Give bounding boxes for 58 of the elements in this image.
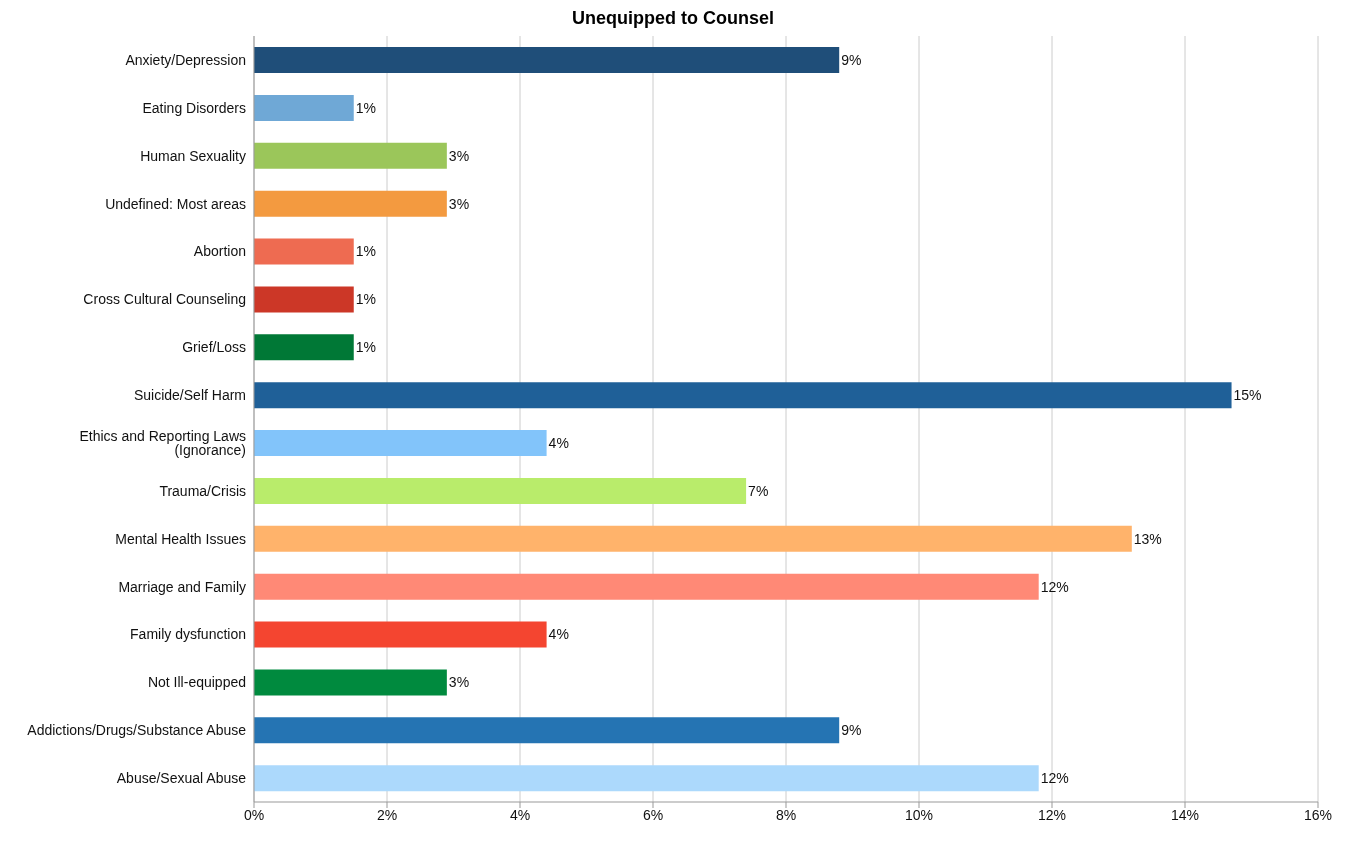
- x-tick-label: 12%: [1037, 806, 1067, 823]
- data-label: 9%: [841, 722, 862, 739]
- data-label: 1%: [355, 243, 376, 260]
- data-label: 12%: [1040, 770, 1069, 787]
- bar: [254, 717, 840, 744]
- data-label: 3%: [448, 195, 470, 212]
- data-label: 13%: [1133, 530, 1162, 547]
- y-tick-label: Suicide/Self Harm: [133, 387, 246, 404]
- bar: [254, 142, 447, 169]
- x-tick-label: 10%: [904, 806, 934, 823]
- bar: [254, 94, 354, 121]
- bar: [254, 286, 354, 313]
- y-tick-label: Undefined: Most areas: [105, 195, 246, 212]
- bar: [254, 525, 1132, 552]
- y-tick-label: Not Ill-equipped: [147, 674, 246, 691]
- bar: [254, 334, 354, 361]
- y-tick-label: Abortion: [193, 243, 246, 260]
- bar: [254, 190, 447, 217]
- data-label: 7%: [748, 482, 769, 499]
- data-label: 3%: [448, 147, 470, 164]
- x-tick-label: 8%: [775, 806, 797, 823]
- data-label: 12%: [1040, 578, 1069, 595]
- y-tick-label: Human Sexuality: [140, 147, 246, 164]
- data-label: 9%: [841, 51, 862, 68]
- y-tick-label: Grief/Loss: [182, 339, 246, 356]
- bar: [254, 430, 547, 456]
- y-tick-label: Family dysfunction: [130, 626, 246, 643]
- bar: [254, 382, 1232, 409]
- x-tick-label: 6%: [642, 806, 664, 823]
- data-label: 1%: [355, 291, 376, 308]
- x-tick-label: 14%: [1170, 806, 1200, 823]
- y-tick-label: Cross Cultural Counseling: [83, 291, 246, 308]
- bar: [254, 238, 354, 265]
- y-tick-label: Trauma/Crisis: [159, 482, 246, 499]
- y-tick-label: Anxiety/Depression: [125, 51, 246, 68]
- x-tick-label: 4%: [509, 806, 531, 823]
- data-label: 1%: [355, 99, 376, 116]
- y-tick-label: Ethics and Reporting Laws (Ignorance): [79, 427, 246, 458]
- y-tick-label: Mental Health Issues: [115, 530, 246, 547]
- data-label: 3%: [448, 674, 470, 691]
- bar: [254, 573, 1039, 600]
- y-tick-label: Marriage and Family: [118, 578, 246, 595]
- x-tick-label: 16%: [1303, 806, 1333, 823]
- y-tick-label: Abuse/Sexual Abuse: [116, 770, 247, 787]
- chart-title: Unequipped to Counsel: [571, 8, 775, 30]
- x-tick-label: 0%: [243, 806, 265, 823]
- bar: [254, 477, 747, 504]
- bar: [254, 669, 447, 696]
- data-label: 4%: [548, 626, 569, 643]
- data-label: 4%: [548, 434, 569, 451]
- data-label: 1%: [355, 339, 376, 356]
- data-label: 15%: [1233, 387, 1262, 404]
- y-tick-label: Addictions/Drugs/Substance Abuse: [27, 722, 247, 739]
- bar: [254, 621, 547, 648]
- x-tick-label: 2%: [376, 806, 398, 823]
- y-tick-label: Eating Disorders: [142, 99, 246, 116]
- bar: [254, 47, 840, 73]
- bar: [254, 765, 1039, 792]
